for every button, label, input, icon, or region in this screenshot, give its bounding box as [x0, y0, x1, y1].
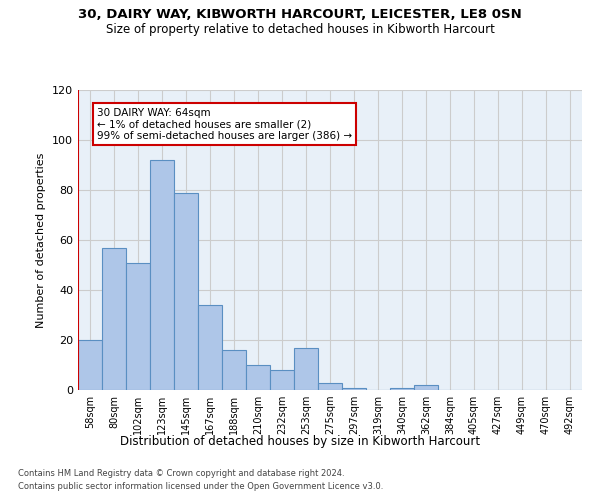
Text: Contains HM Land Registry data © Crown copyright and database right 2024.: Contains HM Land Registry data © Crown c…	[18, 468, 344, 477]
Bar	[126, 262, 150, 390]
Bar	[414, 385, 438, 390]
Bar	[246, 365, 270, 390]
Text: 30 DAIRY WAY: 64sqm
← 1% of detached houses are smaller (2)
99% of semi-detached: 30 DAIRY WAY: 64sqm ← 1% of detached hou…	[97, 108, 352, 140]
Bar	[102, 248, 126, 390]
Bar	[222, 350, 246, 390]
Bar	[198, 305, 222, 390]
Bar	[270, 370, 294, 390]
Y-axis label: Number of detached properties: Number of detached properties	[37, 152, 46, 328]
Bar	[78, 340, 102, 390]
Bar	[174, 192, 198, 390]
Bar	[294, 348, 318, 390]
Bar	[150, 160, 174, 390]
Bar	[390, 388, 414, 390]
Text: Size of property relative to detached houses in Kibworth Harcourt: Size of property relative to detached ho…	[106, 22, 494, 36]
Bar	[318, 382, 342, 390]
Text: Contains public sector information licensed under the Open Government Licence v3: Contains public sector information licen…	[18, 482, 383, 491]
Text: 30, DAIRY WAY, KIBWORTH HARCOURT, LEICESTER, LE8 0SN: 30, DAIRY WAY, KIBWORTH HARCOURT, LEICES…	[78, 8, 522, 20]
Text: Distribution of detached houses by size in Kibworth Harcourt: Distribution of detached houses by size …	[120, 435, 480, 448]
Bar	[342, 388, 366, 390]
